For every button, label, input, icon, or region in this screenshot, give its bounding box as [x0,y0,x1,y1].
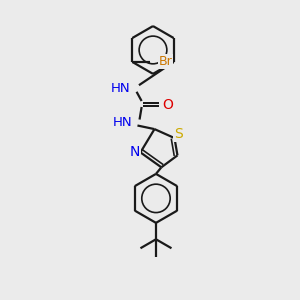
Text: S: S [174,127,182,141]
Text: N: N [130,145,140,159]
Text: HN: HN [111,82,130,95]
Text: HN: HN [113,116,133,129]
Text: O: O [162,98,173,112]
Text: Br: Br [159,56,172,68]
